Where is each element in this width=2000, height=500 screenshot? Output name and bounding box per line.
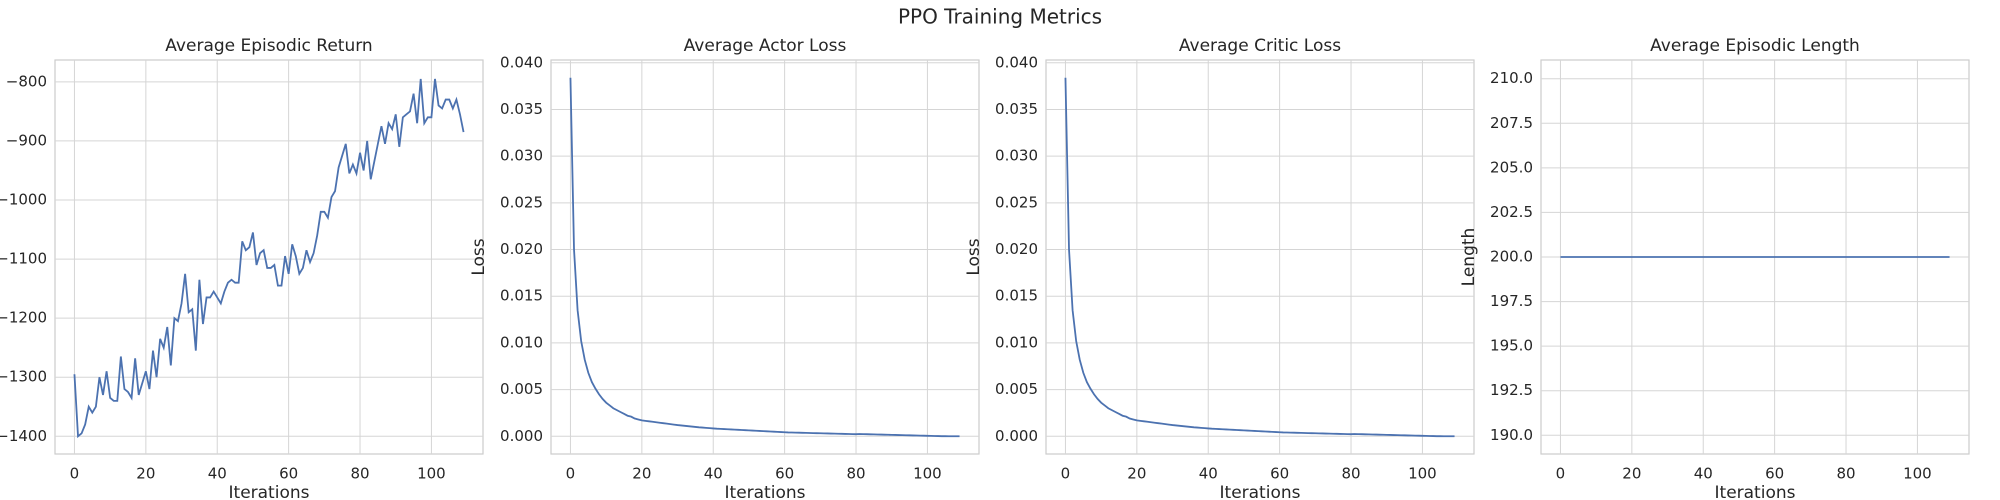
x-axis-label: Iterations <box>1715 483 1796 500</box>
y-tick-label: −1300 <box>0 368 47 386</box>
y-tick-label: −800 <box>6 72 47 90</box>
y-tick-label: 0.025 <box>500 193 543 211</box>
y-axis-label: Loss <box>469 238 489 275</box>
data-line <box>73 78 465 439</box>
y-tick-label: 0.040 <box>500 53 543 71</box>
x-tick-label: 100 <box>913 465 942 483</box>
y-tick-label: 202.5 <box>1490 203 1533 221</box>
data-line <box>569 77 960 438</box>
x-tick-label: 40 <box>704 465 723 483</box>
x-tick-label: 100 <box>1408 465 1437 483</box>
x-tick-label: 20 <box>1622 465 1641 483</box>
subplot-title: Average Critic Loss <box>1179 36 1341 56</box>
y-tick-label: −1200 <box>0 309 47 327</box>
y-tick-label: 0.000 <box>500 427 543 445</box>
x-tick-label: 0 <box>70 465 80 483</box>
subplot-title: Average Episodic Length <box>1650 36 1860 56</box>
x-tick-label: 40 <box>208 465 227 483</box>
y-tick-label: 0.010 <box>500 333 543 351</box>
x-tick-label: 40 <box>1694 465 1713 483</box>
x-tick-label: 80 <box>350 465 369 483</box>
x-tick-label: 100 <box>1903 465 1932 483</box>
y-tick-label: 192.5 <box>1490 381 1533 399</box>
y-tick-label: −1000 <box>0 190 47 208</box>
y-tick-label: 0.005 <box>995 380 1038 398</box>
x-tick-label: 60 <box>279 465 298 483</box>
y-tick-label: 0.030 <box>995 147 1038 165</box>
y-tick-label: 0.005 <box>500 380 543 398</box>
y-tick-label: −900 <box>6 131 47 149</box>
figure-title: PPO Training Metrics <box>898 5 1102 29</box>
y-tick-label: 0.000 <box>995 427 1038 445</box>
y-tick-label: 0.035 <box>995 100 1038 118</box>
x-axis-label: Iterations <box>1220 483 1301 500</box>
y-tick-label: 190.0 <box>1490 426 1533 444</box>
plot-area <box>54 59 484 455</box>
subplot-title: Average Actor Loss <box>684 36 847 56</box>
x-tick-label: 80 <box>1836 465 1855 483</box>
y-tick-label: −1100 <box>0 250 47 268</box>
y-tick-label: 200.0 <box>1490 248 1533 266</box>
y-tick-label: 0.015 <box>500 287 543 305</box>
x-tick-label: 80 <box>846 465 865 483</box>
y-tick-label: 0.040 <box>995 53 1038 71</box>
x-tick-label: 40 <box>1199 465 1218 483</box>
y-tick-label: 0.015 <box>995 287 1038 305</box>
x-axis-label: Iterations <box>229 483 310 500</box>
y-tick-label: 210.0 <box>1490 69 1533 87</box>
plot-area <box>1045 59 1475 455</box>
subplot-title: Average Episodic Return <box>165 36 372 56</box>
x-tick-label: 80 <box>1341 465 1360 483</box>
y-tick-label: 0.020 <box>995 240 1038 258</box>
y-tick-label: 195.0 <box>1490 337 1533 355</box>
x-tick-label: 0 <box>566 465 576 483</box>
y-tick-label: 0.020 <box>500 240 543 258</box>
y-tick-label: 207.5 <box>1490 114 1533 132</box>
x-tick-label: 20 <box>632 465 651 483</box>
x-tick-label: 60 <box>1270 465 1289 483</box>
y-tick-label: 0.030 <box>500 147 543 165</box>
y-axis-label: Loss <box>964 238 984 275</box>
x-tick-label: 0 <box>1061 465 1071 483</box>
y-tick-label: 0.025 <box>995 193 1038 211</box>
y-tick-label: 0.010 <box>995 333 1038 351</box>
x-tick-label: 0 <box>1556 465 1566 483</box>
y-tick-label: 197.5 <box>1490 292 1533 310</box>
y-tick-label: 205.0 <box>1490 158 1533 176</box>
x-axis-label: Iterations <box>725 483 806 500</box>
y-tick-label: 0.035 <box>500 100 543 118</box>
x-tick-label: 20 <box>136 465 155 483</box>
data-line <box>1064 77 1455 438</box>
x-tick-label: 100 <box>417 465 446 483</box>
x-tick-label: 60 <box>1765 465 1784 483</box>
y-axis-label: Length <box>1459 228 1479 287</box>
plot-area <box>550 59 980 455</box>
y-tick-label: −1400 <box>0 427 47 445</box>
x-tick-label: 20 <box>1127 465 1146 483</box>
x-tick-label: 60 <box>775 465 794 483</box>
